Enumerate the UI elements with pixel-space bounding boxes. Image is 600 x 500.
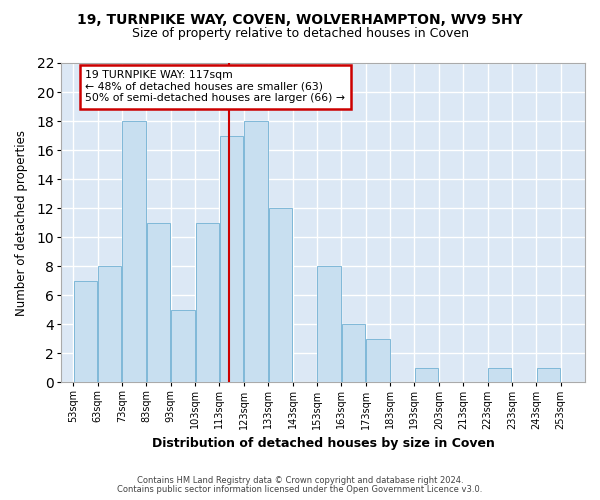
Bar [317, 266, 341, 382]
Bar [122, 121, 146, 382]
Bar [171, 310, 194, 382]
Bar [342, 324, 365, 382]
Bar [147, 222, 170, 382]
Bar [415, 368, 438, 382]
Bar [98, 266, 121, 382]
Y-axis label: Number of detached properties: Number of detached properties [15, 130, 28, 316]
Bar [244, 121, 268, 382]
Bar [366, 339, 389, 382]
X-axis label: Distribution of detached houses by size in Coven: Distribution of detached houses by size … [152, 437, 494, 450]
Bar [74, 280, 97, 382]
Text: 19 TURNPIKE WAY: 117sqm
← 48% of detached houses are smaller (63)
50% of semi-de: 19 TURNPIKE WAY: 117sqm ← 48% of detache… [85, 70, 346, 104]
Text: Contains HM Land Registry data © Crown copyright and database right 2024.: Contains HM Land Registry data © Crown c… [137, 476, 463, 485]
Bar [488, 368, 511, 382]
Text: Size of property relative to detached houses in Coven: Size of property relative to detached ho… [131, 28, 469, 40]
Bar [220, 136, 244, 382]
Bar [269, 208, 292, 382]
Text: Contains public sector information licensed under the Open Government Licence v3: Contains public sector information licen… [118, 485, 482, 494]
Bar [196, 222, 219, 382]
Bar [537, 368, 560, 382]
Text: 19, TURNPIKE WAY, COVEN, WOLVERHAMPTON, WV9 5HY: 19, TURNPIKE WAY, COVEN, WOLVERHAMPTON, … [77, 12, 523, 26]
